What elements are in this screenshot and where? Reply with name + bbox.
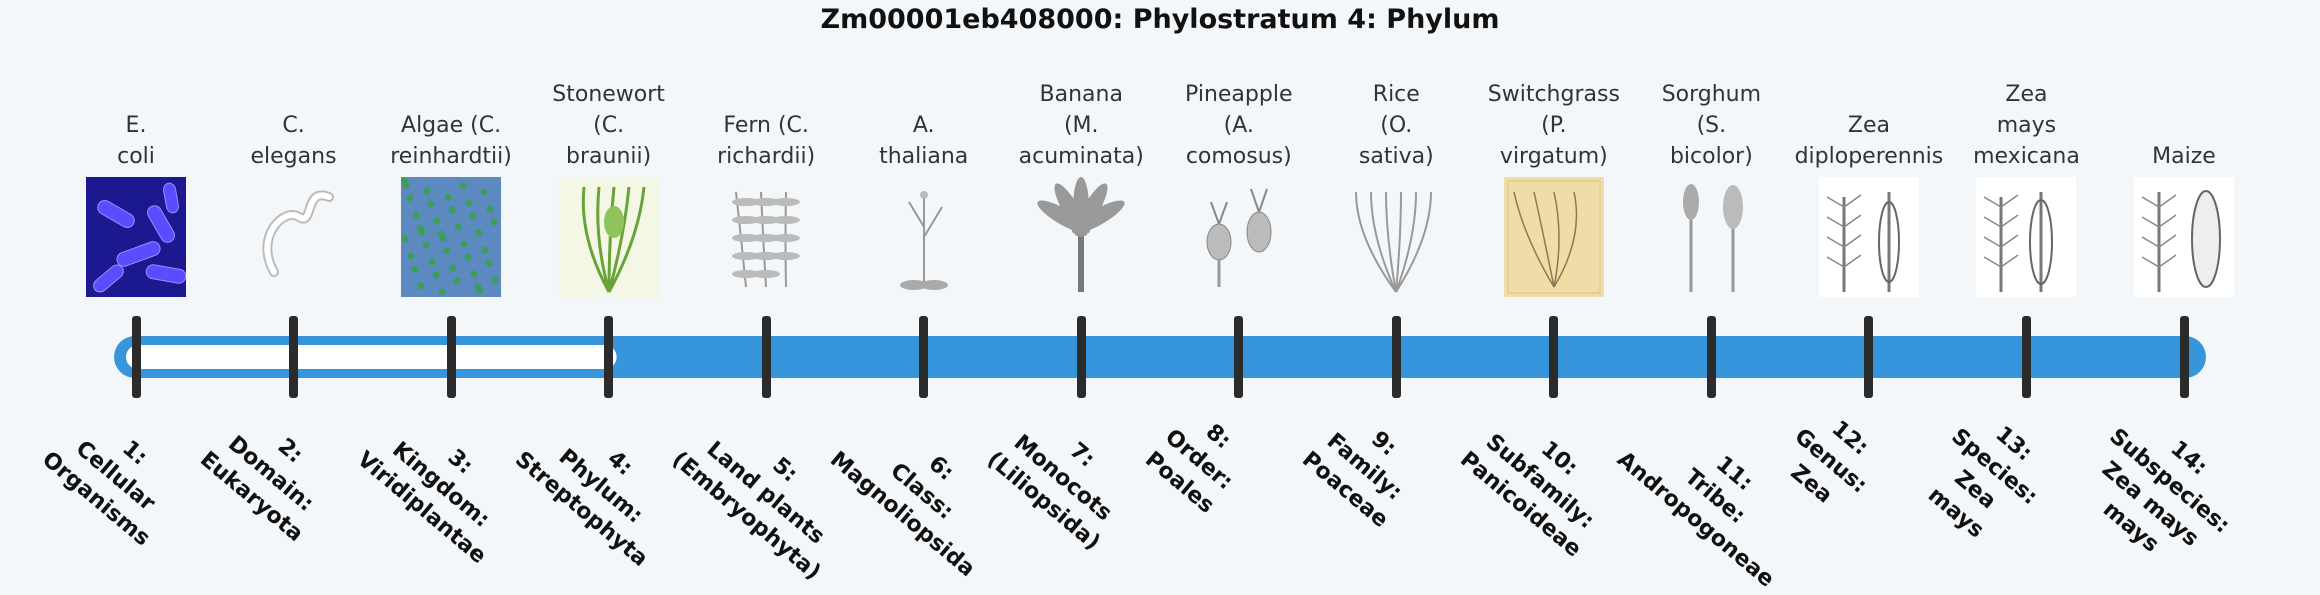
- organism-label-line: Maize: [2152, 144, 2216, 169]
- level-label-text: 14: Subspecies: Zea mays mays: [2064, 399, 2255, 586]
- level-tick: [2179, 316, 2189, 398]
- organism-label: Sorghum (S. bicolor): [1616, 70, 1806, 172]
- organism-label-line: mays: [1996, 113, 2057, 138]
- zea-mexicana-image: [1976, 177, 2077, 297]
- organism-label-line: (P.: [1541, 113, 1567, 138]
- zea-diploperennis-image: [1818, 177, 1919, 297]
- level-tick: [1864, 316, 1874, 398]
- e-coli-image: [86, 177, 186, 297]
- organism-label-line: Algae (C.: [401, 113, 502, 138]
- level-tick: [1076, 316, 1086, 398]
- organism-label-line: reinhardtii): [390, 144, 512, 169]
- organism-label-line: diploperennis: [1794, 144, 1944, 169]
- organism-label: Fern (C. richardii): [671, 70, 861, 172]
- organism-label-line: E.: [125, 113, 147, 138]
- organism-label-line: Zea: [1847, 113, 1890, 138]
- organism-label-line: Pineapple: [1185, 82, 1293, 107]
- level-label-text: 9: Family: Poaceae: [1296, 399, 1433, 535]
- organism-label: Algae (C. reinhardtii): [356, 70, 546, 172]
- rice-image: [1346, 177, 1447, 297]
- organism-label-line: coli: [117, 144, 155, 169]
- level-label-text: 4: Phylum: Streptophyta: [508, 399, 692, 574]
- organism-label-line: comosus): [1185, 144, 1292, 169]
- level-tick: [1391, 316, 1401, 398]
- level-tick: [1706, 316, 1716, 398]
- level-tick: [2021, 316, 2031, 398]
- organism-label-line: thaliana: [879, 144, 969, 169]
- level-tick: [446, 316, 456, 398]
- level-tick: [131, 316, 141, 398]
- diagram-title: Zm00001eb408000: Phylostratum 4: Phylum: [820, 4, 1500, 35]
- organism-label: A. thaliana: [829, 70, 1019, 172]
- arabidopsis-image: [873, 177, 974, 297]
- level-label-text: 11: Tribe: Andropogoneae: [1611, 399, 1819, 594]
- banana-image: [1031, 177, 1132, 297]
- organism-label-line: mexicana: [1973, 144, 2080, 169]
- organism-label-line: (S.: [1696, 113, 1727, 138]
- sorghum-image: [1661, 177, 1762, 297]
- organism-label-line: elegans: [250, 144, 337, 169]
- organism-label-line: Fern (C.: [723, 113, 809, 138]
- organism-label: Zea mays mexicana: [1931, 70, 2121, 172]
- track-unfilled-segment: [126, 345, 617, 369]
- organism-label-line: (C.: [593, 113, 625, 138]
- level-label-text: 10: Subfamily: Panicoideae: [1453, 399, 1626, 564]
- track-svg: [114, 336, 2206, 378]
- pineapple-image: [1188, 177, 1289, 297]
- organism-label-line: (A.: [1223, 113, 1254, 138]
- fern-image: [716, 177, 817, 297]
- level-label-text: 1: Cellular Organisms: [35, 399, 194, 553]
- level-tick: [1234, 316, 1244, 398]
- organism-label-line: Banana: [1039, 82, 1123, 107]
- algae-image: [401, 177, 502, 297]
- organism-label-line: Zea: [2005, 82, 2048, 107]
- organism-label: Switchgrass (P. virgatum): [1459, 70, 1649, 172]
- organism-label: Rice (O. sativa): [1301, 70, 1491, 172]
- level-tick: [919, 316, 929, 398]
- maize-image: [2134, 177, 2234, 297]
- level-label-text: 7: Monocots (Liliopsida): [980, 399, 1144, 557]
- organism-label-line: Sorghum: [1661, 82, 1762, 107]
- organism-label: Pineapple (A. comosus): [1144, 70, 1334, 172]
- organism-label-line: acuminata): [1018, 144, 1144, 169]
- organism-label: Zea diploperennis: [1774, 70, 1964, 172]
- level-label-text: 8: Order: Poales: [1138, 399, 1258, 520]
- level-tick: [604, 316, 614, 398]
- organism-label-line: Switchgrass: [1487, 82, 1620, 107]
- organism-label-line: richardii): [717, 144, 816, 169]
- organism-label-line: bicolor): [1669, 144, 1753, 169]
- organism-label: Maize: [2089, 70, 2279, 172]
- switchgrass-image: [1503, 177, 1604, 297]
- level-tick: [289, 316, 299, 398]
- level-tick: [761, 316, 771, 398]
- worm-image: [243, 177, 344, 297]
- organism-label-line: (O.: [1380, 113, 1413, 138]
- level-label-text: 6: Class: Magnoliopsida: [823, 399, 1019, 584]
- organism-label-line: Rice: [1372, 82, 1420, 107]
- organism-label-line: Stonewort: [552, 82, 665, 107]
- organism-label: Banana (M. acuminata): [986, 70, 1176, 172]
- track-filled-bar: [114, 336, 2206, 378]
- level-label-text: 5: Land plants (Embryophyta): [665, 399, 865, 587]
- level-tick: [1549, 316, 1559, 398]
- stonewort-image: [558, 177, 659, 297]
- organism-label-line: A.: [912, 113, 935, 138]
- phylostratum-track: [114, 336, 2206, 378]
- organism-label: E. coli: [41, 70, 231, 172]
- organism-label-line: braunii): [566, 144, 652, 169]
- organism-label: C. elegans: [199, 70, 389, 172]
- organism-label-line: C.: [282, 113, 305, 138]
- organism-label-line: sativa): [1358, 144, 1434, 169]
- organism-label: Stonewort (C. braunii): [514, 70, 704, 172]
- level-label-text: 3: Kingdom: Viridiplantae: [350, 399, 530, 571]
- organism-label-line: (M.: [1063, 113, 1099, 138]
- organism-label-line: virgatum): [1499, 144, 1608, 169]
- level-label-text: 13: Species: Zea mays: [1906, 399, 2063, 558]
- level-label-text: 2: Domain: Eukaryota: [193, 399, 347, 549]
